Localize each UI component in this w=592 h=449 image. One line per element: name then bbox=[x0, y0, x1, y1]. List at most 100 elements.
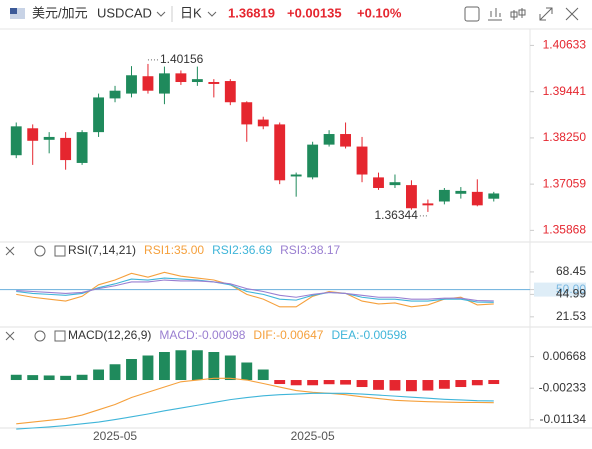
candle-body bbox=[10, 126, 22, 156]
macd-bar bbox=[208, 352, 220, 381]
candle-body bbox=[76, 132, 88, 163]
macd-bar bbox=[241, 362, 253, 381]
indicator-button[interactable] bbox=[464, 6, 480, 22]
x-tick-label: 2025-05 bbox=[291, 429, 335, 443]
macd-bar bbox=[191, 350, 203, 381]
candle-button[interactable] bbox=[510, 8, 526, 20]
macd-bar bbox=[175, 350, 187, 381]
period[interactable]: 日K bbox=[180, 5, 202, 20]
indicator-line bbox=[16, 271, 494, 308]
candle-body bbox=[438, 189, 450, 202]
candle-body bbox=[257, 119, 269, 127]
candle-body bbox=[27, 128, 39, 141]
macd-bar bbox=[455, 380, 467, 388]
macd-bar bbox=[158, 352, 170, 381]
candle-body bbox=[340, 134, 352, 147]
macd-bar bbox=[257, 369, 269, 381]
candle-body bbox=[191, 79, 203, 83]
y-tick-label: -0.01134 bbox=[540, 412, 587, 426]
indicator-line bbox=[16, 277, 494, 303]
legend-entry: MACD:-0.00098 bbox=[159, 328, 245, 342]
macd-bar bbox=[389, 380, 401, 391]
price-change-pct: +0.10% bbox=[357, 5, 402, 20]
macd-bar bbox=[93, 369, 105, 381]
indicator-title: RSI(7,14,21) bbox=[68, 243, 136, 257]
macd-bar bbox=[224, 355, 236, 381]
candle-body bbox=[93, 97, 105, 133]
y-tick-label: 44.99 bbox=[556, 287, 586, 301]
symbol: USDCAD bbox=[97, 5, 152, 20]
settings-button[interactable] bbox=[34, 245, 46, 257]
low-annotation: 1.36344 bbox=[375, 208, 419, 222]
x-tick-label: 2025-05 bbox=[93, 429, 137, 443]
macd-bar bbox=[10, 374, 22, 381]
indicator-line bbox=[16, 377, 494, 425]
macd-bar bbox=[109, 364, 121, 381]
header: 美元/加元 USDCAD 日K 1.36819 +0.00135 +0.10% bbox=[10, 5, 579, 22]
macd-bar bbox=[126, 359, 137, 381]
candle-body bbox=[290, 174, 302, 177]
candle-body bbox=[109, 90, 121, 99]
pair-name: 美元/加元 bbox=[32, 5, 88, 20]
y-tick-label: 21.53 bbox=[556, 309, 586, 323]
y-tick-label: 1.35868 bbox=[543, 223, 587, 237]
candle-body bbox=[356, 146, 368, 175]
y-tick-label: 1.38250 bbox=[543, 130, 587, 144]
macd-bar bbox=[422, 380, 434, 391]
settings-button[interactable] bbox=[34, 330, 46, 342]
macd-bar bbox=[274, 380, 286, 385]
candle-body bbox=[175, 73, 187, 83]
legend-entry: DEA:-0.00598 bbox=[331, 328, 407, 342]
candle-body bbox=[126, 75, 137, 94]
macd-bar bbox=[340, 380, 352, 385]
legend-entry: RSI2:36.69 bbox=[212, 243, 272, 257]
fullscreen-button[interactable] bbox=[539, 7, 553, 21]
candle-body bbox=[389, 182, 401, 186]
legend-entry: RSI3:38.17 bbox=[280, 243, 340, 257]
macd-bar bbox=[307, 380, 319, 386]
y-tick-label: 68.45 bbox=[556, 264, 586, 278]
macd-bar bbox=[27, 375, 39, 381]
candle-body bbox=[224, 81, 236, 103]
candle-body bbox=[455, 190, 467, 194]
macd-bar bbox=[488, 380, 500, 385]
indicator-title: MACD(12,26,9) bbox=[68, 328, 151, 342]
symbol-dropdown[interactable] bbox=[156, 11, 166, 17]
candle-body bbox=[142, 76, 154, 91]
tick-label-box bbox=[534, 282, 586, 297]
high-annotation: 1.40156 bbox=[160, 52, 204, 66]
period-dropdown[interactable] bbox=[207, 11, 217, 17]
candle-body bbox=[274, 124, 286, 181]
y-tick-label: 1.40633 bbox=[543, 38, 587, 52]
candle-body bbox=[323, 134, 335, 145]
macd-bar bbox=[405, 380, 417, 392]
flag-icon bbox=[10, 8, 25, 19]
chart-type-button[interactable] bbox=[488, 8, 502, 21]
macd-bar bbox=[60, 375, 72, 381]
legend-entry: RSI1:35.00 bbox=[144, 243, 204, 257]
close-button[interactable] bbox=[565, 7, 579, 21]
y-tick-label: -0.00233 bbox=[539, 380, 587, 394]
hide-button[interactable] bbox=[5, 331, 15, 341]
y-tick-label: 50.00 bbox=[556, 282, 586, 296]
macd-bar bbox=[290, 380, 302, 386]
candle-body bbox=[43, 136, 55, 140]
y-tick-label: 1.39441 bbox=[543, 84, 587, 98]
macd-bar bbox=[323, 380, 335, 385]
candle-body bbox=[208, 82, 220, 84]
macd-bar bbox=[356, 380, 368, 388]
candle-body bbox=[405, 185, 417, 209]
price: 1.36819 bbox=[228, 5, 275, 20]
macd-bar bbox=[43, 375, 55, 381]
hide-button[interactable] bbox=[5, 246, 15, 256]
macd-bar bbox=[76, 374, 88, 381]
indicator-line bbox=[16, 279, 494, 302]
macd-bar bbox=[373, 380, 384, 390]
candle-body bbox=[471, 191, 483, 206]
legend-entry: DIF:-0.00647 bbox=[253, 328, 323, 342]
config-icon bbox=[54, 330, 66, 342]
candle-body bbox=[241, 102, 253, 125]
price-change: +0.00135 bbox=[287, 5, 342, 20]
y-tick-label: 0.00668 bbox=[543, 349, 587, 363]
